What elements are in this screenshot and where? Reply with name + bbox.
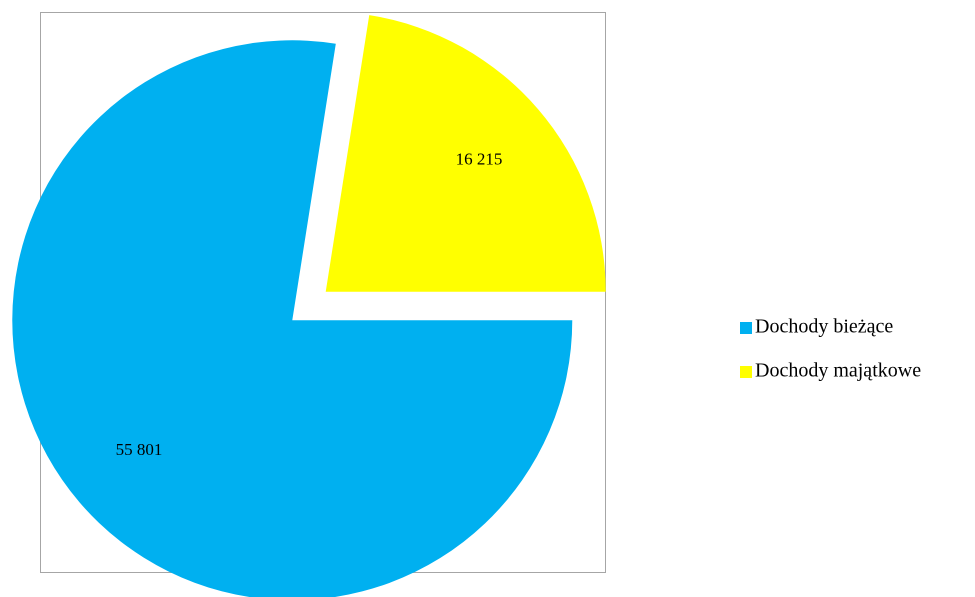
legend: Dochody bieżące Dochody majątkowe: [740, 316, 921, 382]
data-label: 55 801: [116, 440, 163, 459]
pie: [12, 15, 606, 597]
data-labels: 55 801 16 215: [116, 150, 503, 460]
legend-swatch: [740, 322, 752, 334]
pie-slice: [325, 15, 606, 292]
pie-slice: [12, 40, 573, 597]
legend-swatch: [740, 366, 752, 378]
data-label: 16 215: [456, 150, 503, 169]
legend-label: Dochody majątkowe: [755, 360, 921, 382]
legend-label: Dochody bieżące: [755, 316, 893, 338]
